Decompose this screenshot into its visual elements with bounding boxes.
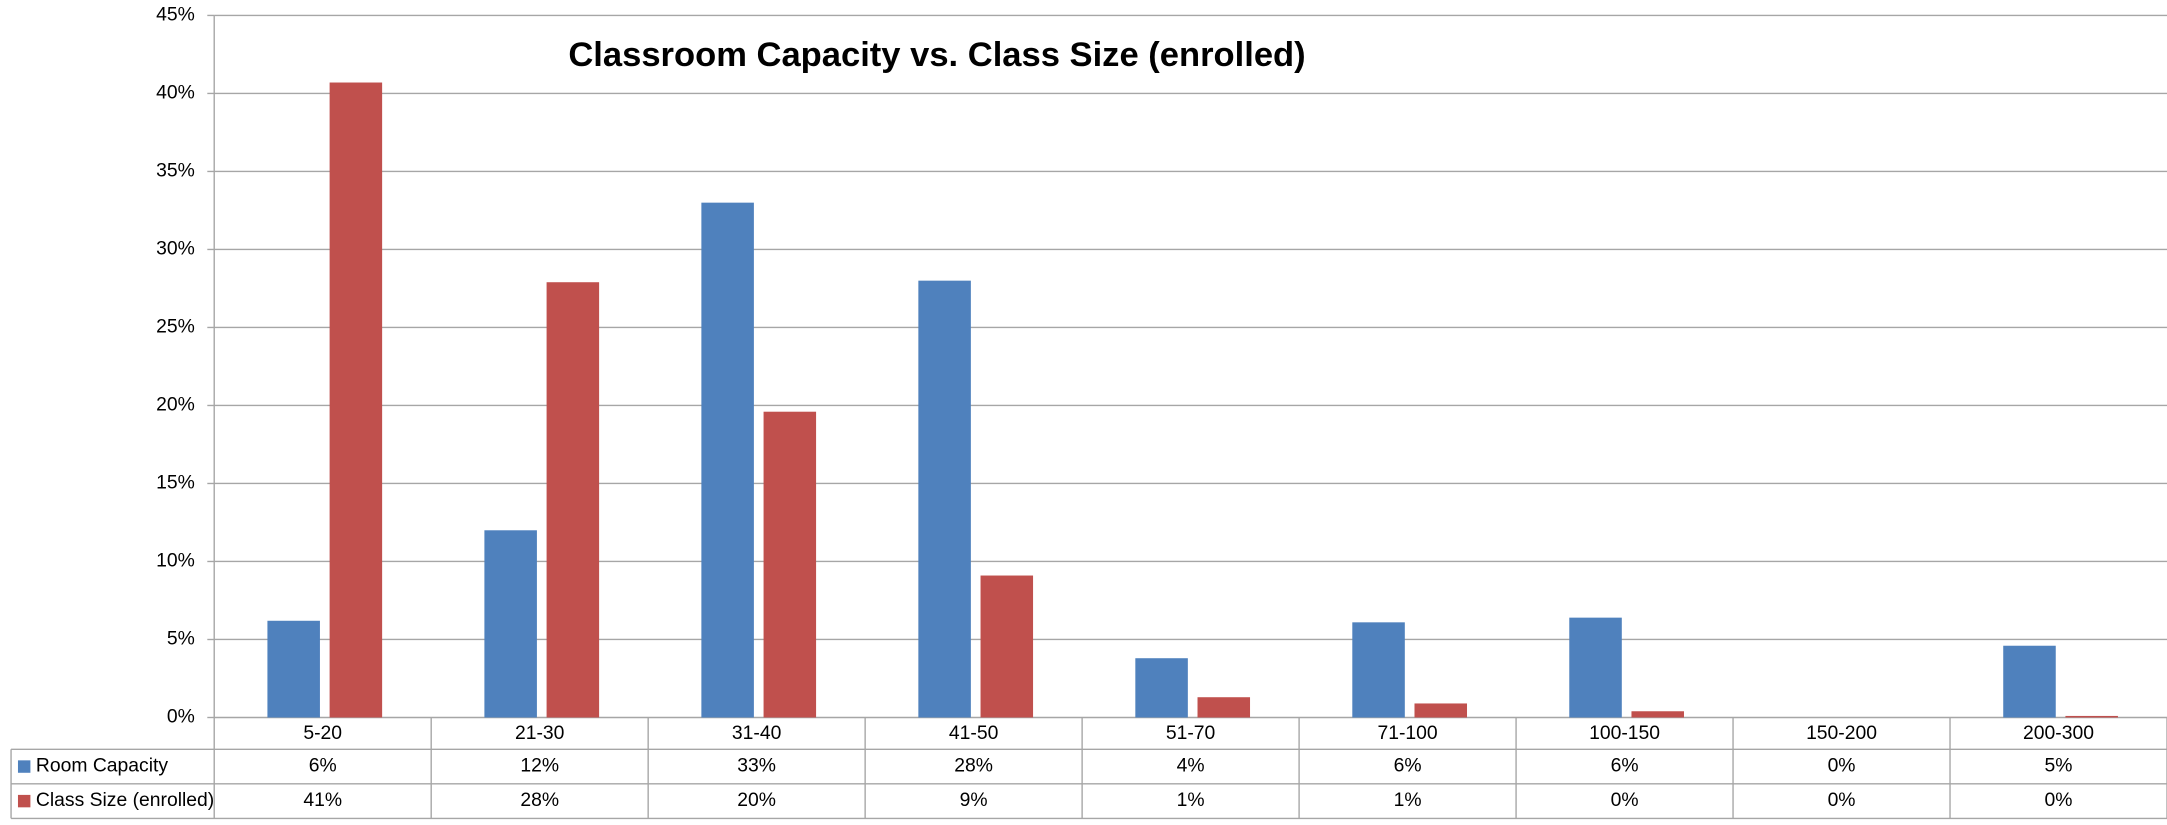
x-tick-label: 41-50 <box>949 722 998 744</box>
y-tick-label: 45% <box>156 4 195 26</box>
x-tick-label: 150-200 <box>1806 722 1877 744</box>
bar <box>2003 645 2056 718</box>
bar <box>763 411 817 718</box>
table-value: 41% <box>303 789 342 811</box>
table-value: 0% <box>1828 789 1856 811</box>
bar <box>1135 658 1188 718</box>
table-value: 9% <box>960 789 988 811</box>
x-tick-label: 5-20 <box>303 722 342 744</box>
table-value: 28% <box>520 789 559 811</box>
bar <box>1352 622 1405 718</box>
table-value: 1% <box>1177 789 1205 811</box>
y-tick-label: 30% <box>156 238 195 260</box>
y-tick-label: 35% <box>156 160 195 182</box>
table-value: 33% <box>737 755 776 777</box>
y-tick-label: 5% <box>167 628 195 650</box>
table-value: 6% <box>1394 755 1422 777</box>
legend-label: Room Capacity <box>36 755 168 777</box>
legend-label: Class Size (enrolled) <box>36 789 214 811</box>
table-value: 6% <box>1611 755 1639 777</box>
y-tick-label: 10% <box>156 550 195 572</box>
x-tick-label: 21-30 <box>515 722 564 744</box>
x-tick-label: 200-300 <box>2023 722 2094 744</box>
y-tick-label: 15% <box>156 472 195 494</box>
table-value: 0% <box>1828 755 1856 777</box>
y-tick-label: 0% <box>167 706 195 728</box>
bar <box>701 202 754 718</box>
bar <box>267 620 320 718</box>
legend-swatch <box>17 760 31 773</box>
table-value: 5% <box>2045 755 2073 777</box>
bar <box>329 82 383 718</box>
bar <box>2065 715 2118 718</box>
x-tick-label: 51-70 <box>1166 722 1215 744</box>
table-value: 6% <box>309 755 337 777</box>
table-value: 0% <box>2045 789 2073 811</box>
table-value: 12% <box>520 755 559 777</box>
table-value: 0% <box>1611 789 1639 811</box>
bar <box>1569 617 1622 718</box>
x-tick-label: 71-100 <box>1377 722 1437 744</box>
y-tick-label: 20% <box>156 394 195 416</box>
table-value: 4% <box>1177 755 1205 777</box>
bar <box>1631 711 1684 718</box>
y-tick-label: 40% <box>156 82 195 104</box>
bar <box>484 530 537 718</box>
table-value: 20% <box>737 789 776 811</box>
x-tick-label: 100-150 <box>1589 722 1660 744</box>
bar <box>546 282 600 718</box>
bar <box>1197 697 1251 718</box>
chart-title: Classroom Capacity vs. Class Size (enrol… <box>568 36 1305 74</box>
table-value: 28% <box>954 755 993 777</box>
x-tick-label: 31-40 <box>732 722 781 744</box>
bar <box>918 280 971 718</box>
bar <box>980 575 1034 718</box>
table-value: 1% <box>1394 789 1422 811</box>
bar <box>1414 703 1468 718</box>
legend-swatch <box>17 794 31 808</box>
y-tick-label: 25% <box>156 316 195 338</box>
